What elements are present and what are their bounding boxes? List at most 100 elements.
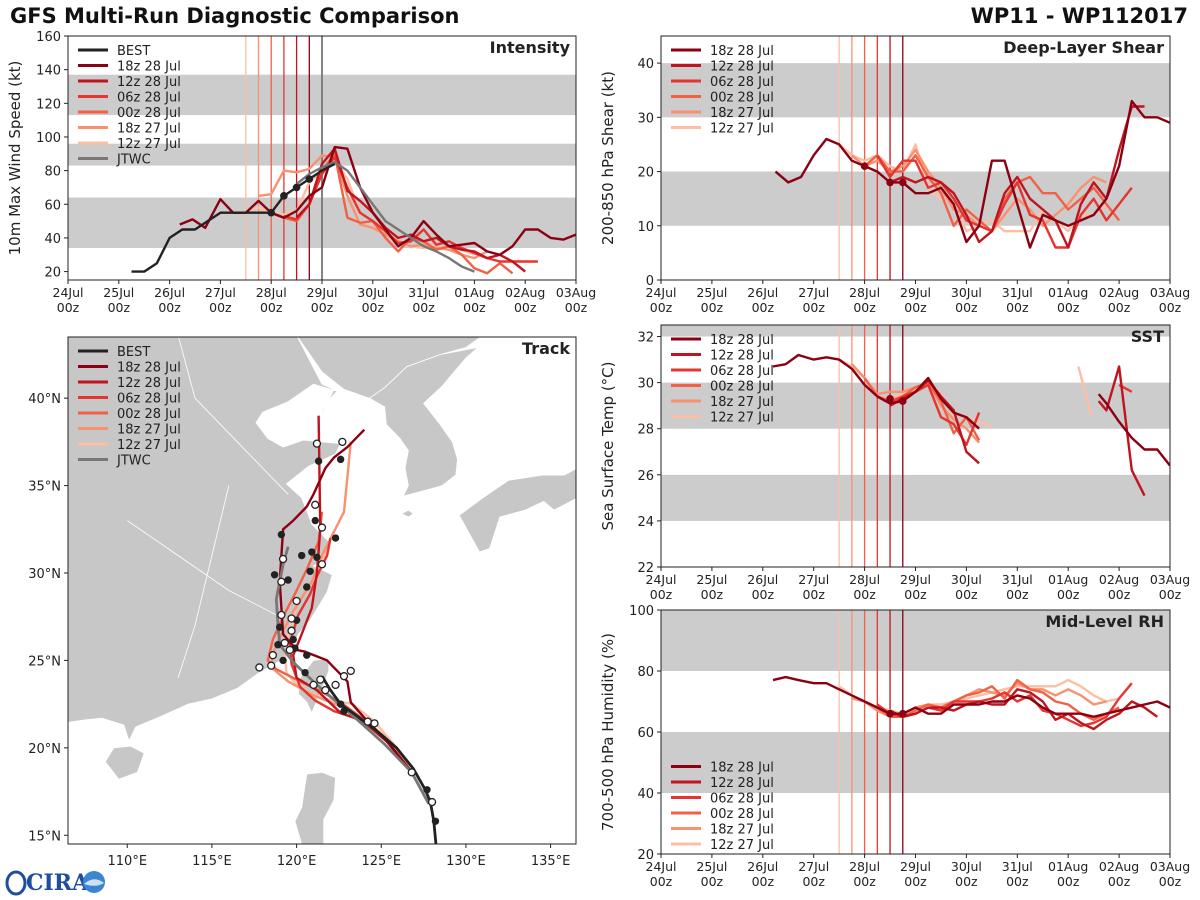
x-tick-sublabel: 00z	[57, 300, 80, 315]
x-tick-label: 01Aug	[454, 285, 494, 300]
track-marker-filled	[313, 553, 321, 561]
x-tick-sublabel: 00z	[1108, 587, 1131, 602]
track-marker-filled	[284, 576, 292, 584]
track-marker-open	[287, 626, 296, 635]
legend-label: 18z 27 Jul	[710, 106, 774, 121]
track-marker-filled	[277, 530, 286, 539]
legend-label: 12z 27 Jul	[117, 438, 181, 453]
x-tick-sublabel: 00z	[1108, 874, 1131, 889]
x-tick-sublabel: 00z	[701, 874, 724, 889]
shaded-band	[661, 610, 1170, 671]
legend-label: 12z 27 Jul	[710, 838, 774, 853]
legend-label: 00z 28 Jul	[117, 106, 181, 121]
x-tick-label: 27Jul	[798, 859, 829, 874]
series-group	[131, 145, 576, 275]
x-tick-label: 01Aug	[1048, 859, 1088, 874]
x-tick-label: 26Jul	[154, 285, 185, 300]
x-tick-sublabel: 00z	[412, 300, 435, 315]
y-tick-label: 30°N	[28, 567, 61, 582]
y-tick-label: 80	[44, 165, 61, 180]
x-tick-label: 27Jul	[798, 572, 829, 587]
y-tick-label: 40	[637, 787, 654, 802]
x-tick-sublabel: 00z	[650, 300, 673, 315]
legend-label: 18z 28 Jul	[117, 60, 181, 75]
x-tick-sublabel: 00z	[802, 300, 825, 315]
track-marker-open	[312, 439, 322, 448]
x-tick-sublabel: 00z	[1108, 300, 1131, 315]
track-marker-filled	[279, 656, 287, 665]
series-line-18z28	[774, 99, 1170, 249]
track-marker-open	[370, 719, 379, 728]
x-tick-label: 02Aug	[1099, 285, 1139, 300]
x-tick-label: 26Jul	[747, 572, 778, 587]
legend-label: 12z 28 Jul	[117, 376, 181, 391]
jeju-land	[400, 509, 415, 518]
x-tick-label: 27Jul	[205, 285, 236, 300]
x-tick-sublabel: 00z	[209, 300, 232, 315]
track-marker-open	[363, 717, 372, 726]
track-marker-open	[338, 437, 347, 447]
axes-frame	[67, 336, 577, 845]
x-tick-label: 03Aug	[1150, 572, 1190, 587]
hainan-land	[104, 745, 145, 780]
legend-label: 12z 28 Jul	[710, 349, 774, 364]
series-line-18z28	[772, 675, 1170, 718]
x-tick-sublabel: 00z	[650, 874, 673, 889]
x-tick-sublabel: 00z	[311, 300, 334, 315]
series-line-18z28	[772, 353, 980, 430]
track-marker-open	[317, 560, 327, 569]
x-tick-label: 25Jul	[696, 572, 727, 587]
x-tick-sublabel: 00z	[802, 874, 825, 889]
track-marker-open	[427, 797, 437, 807]
series-line-12z28	[889, 688, 1159, 731]
y-tick-label: 28	[637, 423, 654, 438]
x-tick-sublabel: 00z	[1159, 874, 1182, 889]
track-marker-open	[287, 614, 296, 623]
y-tick-label: 32	[637, 331, 654, 346]
y-tick-label: 20	[637, 848, 654, 863]
series-marker	[292, 183, 301, 192]
x-tick-sublabel: 00z	[1006, 587, 1029, 602]
logo-text: CIRA	[26, 870, 90, 896]
track-marker-filled	[301, 668, 309, 677]
y-tick-label: 20	[44, 266, 61, 281]
track-marker-open	[331, 680, 340, 690]
x-tick-label: 29Jul	[900, 859, 931, 874]
x-tick-label: 125°E	[362, 854, 402, 869]
y-tick-label: 20	[637, 166, 654, 181]
track-marker-filled	[331, 534, 340, 542]
x-tick-label: 135°E	[531, 854, 571, 869]
track-marker-filled	[270, 571, 279, 579]
panel-title: Deep-Layer Shear	[1003, 38, 1164, 57]
x-tick-sublabel: 00z	[904, 874, 927, 889]
x-tick-label: 03Aug	[556, 285, 596, 300]
y-tick-label: 60	[44, 198, 61, 213]
x-tick-label: 30Jul	[357, 285, 388, 300]
legend-label: BEST	[117, 44, 150, 59]
x-tick-sublabel: 00z	[955, 300, 978, 315]
track-marker-open	[292, 596, 301, 606]
track-marker-filled	[297, 551, 306, 560]
x-tick-label: 02Aug	[1099, 859, 1139, 874]
x-tick-sublabel: 00z	[752, 587, 775, 602]
x-tick-sublabel: 00z	[752, 874, 775, 889]
track-marker-filled	[303, 583, 311, 591]
shaded-band	[661, 325, 1170, 337]
track-marker-open	[277, 610, 286, 620]
legend-label: 18z 28 Jul	[710, 333, 774, 348]
x-tick-label: 29Jul	[307, 285, 338, 300]
x-tick-label: 24Jul	[646, 572, 677, 587]
y-tick-label: 26	[637, 469, 654, 484]
legend-label: 00z 28 Jul	[710, 380, 774, 395]
series-marker	[898, 178, 907, 187]
y-axis-label: 200-850 hPa Shear (kt)	[599, 71, 617, 245]
series-line-18z28	[1097, 393, 1170, 467]
y-tick-label: 100	[36, 131, 61, 146]
track-marker-open	[255, 663, 264, 672]
x-tick-label: 03Aug	[1150, 859, 1190, 874]
panel-title: SST	[1131, 327, 1164, 346]
series-line-18z27	[258, 154, 488, 260]
legend-label: 12z 28 Jul	[710, 60, 774, 75]
